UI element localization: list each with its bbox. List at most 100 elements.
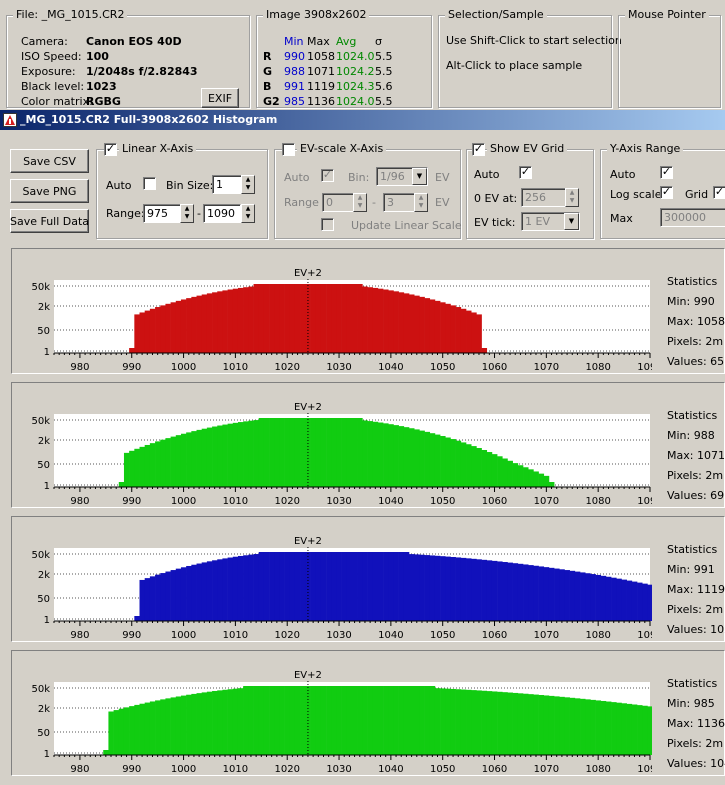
file-info-title: File: _MG_1015.CR2	[13, 8, 128, 21]
save-full-data-button[interactable]: Save Full Data	[10, 209, 89, 233]
save-csv-button[interactable]: Save CSV	[10, 149, 89, 173]
histogram-bar	[554, 696, 560, 755]
histogram-bar	[637, 582, 643, 621]
window-title: _MG_1015.CR2 Full-3908x2602 Histogram	[20, 113, 278, 126]
histogram-bar	[212, 292, 218, 353]
histogram-bar	[580, 698, 586, 755]
stats-values-r: Values: 65	[667, 355, 725, 368]
histogram-bar	[450, 305, 456, 353]
y-tick-label: 50	[37, 594, 50, 605]
ev-scale-checkbox[interactable]	[282, 143, 295, 156]
histogram-bar	[460, 557, 467, 621]
histogram-bar	[409, 294, 415, 353]
histogram-bar	[486, 691, 493, 755]
show-ev-grid-checkbox[interactable]: ✓	[472, 142, 485, 156]
histogram-bar	[175, 300, 182, 353]
histogram-bar	[315, 418, 322, 487]
ev-auto-checkbox[interactable]: ✓	[321, 168, 334, 182]
x-tick-label: 1030	[326, 630, 351, 641]
histogram-bar	[491, 454, 498, 487]
save-png-button[interactable]: Save PNG	[10, 179, 89, 203]
histogram-bar	[398, 552, 405, 621]
histogram-bar	[429, 433, 436, 487]
histogram-bar	[310, 284, 317, 353]
histogram-bar	[512, 692, 519, 755]
histogram-bar	[455, 557, 462, 621]
y-auto-checkbox[interactable]: ✓	[660, 165, 673, 179]
exif-button[interactable]: EXIF	[201, 88, 239, 108]
mouse-pointer-group: Mouse Pointer	[618, 8, 721, 108]
ev-marker-label: EV+2	[294, 268, 322, 279]
image-stat-b-avg: 1024.3	[336, 80, 375, 93]
histogram-bar	[326, 686, 332, 755]
histogram-bar	[222, 290, 228, 353]
histogram-bar	[258, 284, 265, 353]
y-axis-range-title: Y-Axis Range	[607, 142, 684, 155]
histogram-window-titlebar[interactable]: _MG_1015.CR2 Full-3908x2602 Histogram	[0, 110, 725, 130]
histogram-bar	[600, 700, 607, 755]
histogram-bar	[616, 702, 622, 755]
histogram-bar	[263, 284, 270, 353]
linear-auto-checkbox[interactable]	[143, 177, 156, 190]
range-to-spinner[interactable]: ▲ ▼	[241, 204, 255, 223]
image-stat-r-avg: 1024.0	[336, 50, 375, 63]
histogram-bar	[134, 314, 140, 353]
image-stat-b-min: 991	[284, 80, 305, 93]
histogram-bar	[393, 425, 399, 487]
histogram-bar	[155, 574, 161, 621]
histogram-bar	[284, 552, 291, 621]
histogram-bar	[528, 469, 534, 487]
histogram-bar	[434, 688, 441, 755]
x-tick-label: 990	[122, 362, 141, 373]
camera-value: Canon EOS 40D	[86, 35, 182, 48]
y-max-input[interactable]: 300000	[660, 208, 725, 227]
histogram-bar	[212, 691, 218, 755]
y-axis-range-group: Y-Axis Range Auto ✓ Log scale ✓ Grid ✓ M…	[600, 142, 725, 239]
histogram-bar	[336, 686, 342, 755]
histogram-bar	[455, 440, 462, 487]
histogram-bar	[139, 446, 145, 487]
ev-scale-x-axis-group: EV-scale X-Axis Auto ✓ Bin: 1/96 ▼ EV Ra…	[274, 142, 462, 239]
histogram-bar	[326, 418, 332, 487]
image-stats-group: Image 3908x2602 Min Max Avg σ R 990 1058 10…	[256, 8, 432, 108]
stats-max-b: Max: 1119	[667, 583, 725, 596]
histogram-bar	[139, 579, 145, 621]
ev-range-from-input[interactable]: 0	[322, 193, 354, 212]
ev-bin-label: Bin:	[348, 171, 370, 184]
log-scale-checkbox[interactable]: ✓	[660, 185, 673, 199]
bin-size-spinner[interactable]: ▲ ▼	[241, 175, 255, 194]
histogram-bar	[155, 441, 161, 487]
range-from-spinner[interactable]: ▲ ▼	[180, 204, 194, 223]
bin-size-input[interactable]: 1	[212, 175, 242, 194]
range-to-input[interactable]: 1090	[203, 204, 241, 223]
histogram-bar	[486, 560, 493, 621]
histogram-bar	[414, 686, 420, 755]
range-from-input[interactable]: 975	[143, 204, 181, 223]
histogram-bar	[331, 418, 337, 487]
histogram-bar	[367, 686, 374, 755]
update-linear-scale-checkbox[interactable]	[321, 218, 334, 231]
ev-range-to-input[interactable]: 3	[383, 193, 415, 212]
ev-bin-dropdown-arrow[interactable]: ▼	[412, 168, 427, 185]
mouse-pointer-title: Mouse Pointer	[625, 8, 709, 21]
stats-title-g2: Statistics	[667, 677, 718, 690]
linear-x-axis-checkbox[interactable]: ✓	[104, 142, 117, 156]
histogram-bar	[616, 578, 622, 621]
ev-tick-dropdown-arrow[interactable]: ▼	[564, 213, 579, 230]
max-header: Max	[307, 35, 330, 48]
zero-ev-spinner[interactable]: ▲ ▼	[565, 188, 579, 207]
exposure-value: 1/2048s f/2.82843	[86, 65, 198, 78]
histogram-bar	[108, 711, 114, 755]
histogram-bar	[377, 422, 384, 487]
histogram-bar	[263, 686, 270, 755]
zero-ev-input[interactable]: 256	[521, 188, 566, 207]
ev-grid-auto-checkbox[interactable]: ✓	[519, 165, 532, 179]
histogram-bar	[642, 705, 648, 755]
ev-range-to-spinner[interactable]: ▲ ▼	[414, 193, 428, 212]
min-header: Min	[284, 35, 304, 48]
grid-checkbox[interactable]: ✓	[713, 185, 725, 199]
histogram-bar	[429, 299, 436, 353]
ev-range-from-spinner[interactable]: ▲ ▼	[353, 193, 367, 212]
histogram-bar	[274, 418, 280, 487]
histogram-bar	[383, 423, 389, 487]
